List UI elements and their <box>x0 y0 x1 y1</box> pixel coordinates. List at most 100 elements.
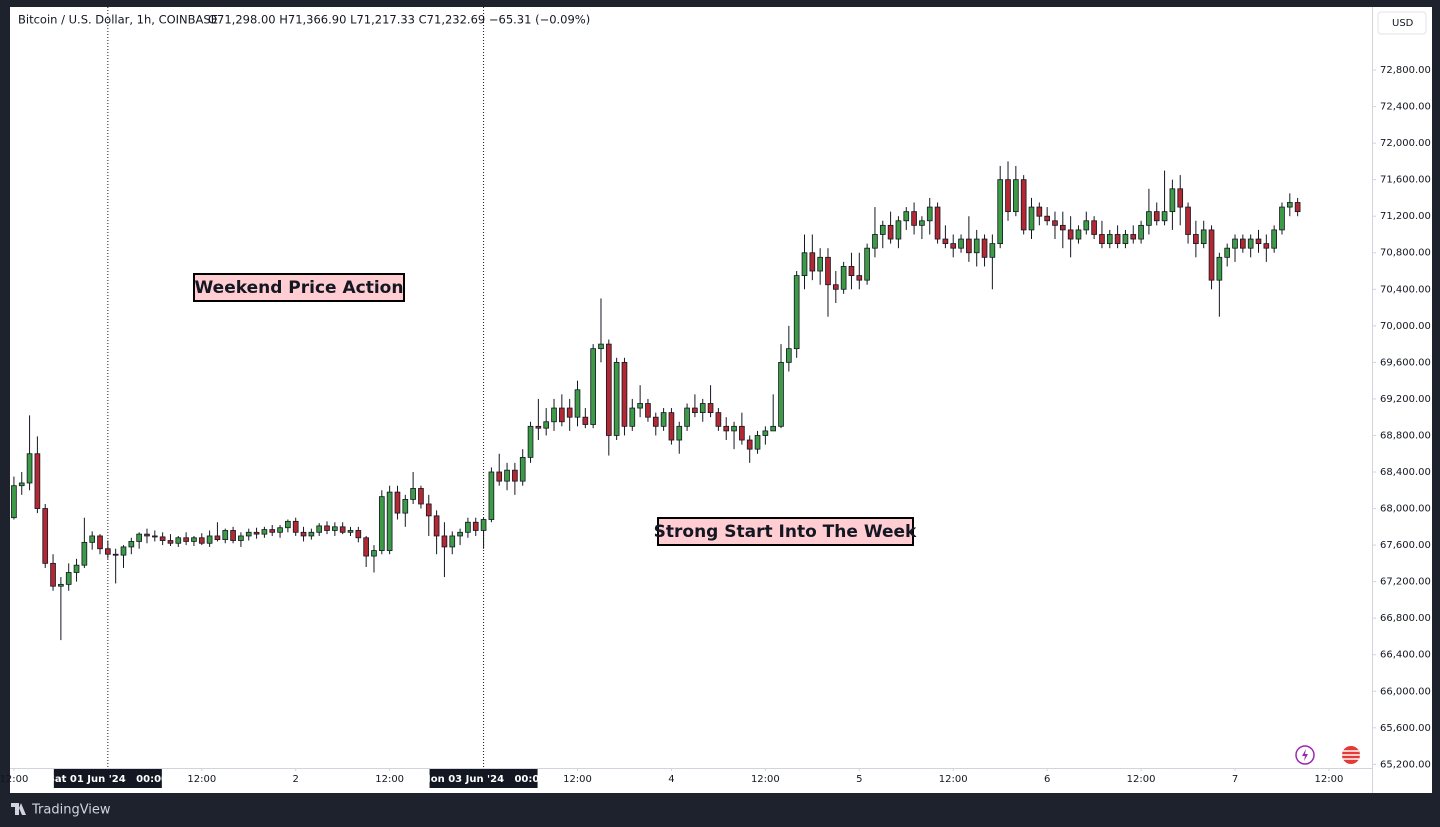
candle-body <box>1177 188 1184 208</box>
candle-body <box>519 456 526 482</box>
candle-body <box>1247 238 1254 249</box>
y-tick-label: 68,000.00 <box>1380 504 1431 515</box>
candle-body <box>1232 238 1238 249</box>
candle-body <box>300 531 307 537</box>
candle-body <box>480 519 487 531</box>
plot-area <box>11 7 1301 768</box>
candle-body <box>989 243 996 258</box>
candle-body <box>222 530 229 541</box>
candle-body <box>355 530 362 539</box>
candle-body <box>1200 229 1207 245</box>
candle-body <box>1146 211 1152 226</box>
currency-button[interactable] <box>1377 11 1427 35</box>
candle-body <box>739 425 745 441</box>
y-tick-label: 66,400.00 <box>1380 650 1431 661</box>
x-tick-label: 12:00 <box>939 774 968 785</box>
candle-body <box>856 275 863 281</box>
candle-body <box>566 407 573 418</box>
candle-body <box>1044 215 1050 222</box>
candle-body <box>504 469 510 482</box>
candle-body <box>332 526 338 531</box>
candle-body <box>105 548 111 555</box>
candle-body <box>488 471 495 520</box>
x-tick-label: 12:00 <box>751 774 780 785</box>
candle-body <box>926 206 933 222</box>
candle-body <box>715 412 722 427</box>
candle-body <box>762 430 769 436</box>
candle-body <box>339 526 346 533</box>
annotation-text[interactable]: Weekend Price Action <box>195 278 404 298</box>
annotation-text[interactable]: Strong Start Into The Week <box>654 522 917 542</box>
candle-body <box>809 252 816 272</box>
candle-body <box>496 471 503 482</box>
candle-body <box>26 453 33 484</box>
candle-body <box>378 496 385 551</box>
candle-body <box>754 435 761 450</box>
x-tick-label: 12:00 <box>1127 774 1156 785</box>
candle-body <box>402 499 409 514</box>
candle-body <box>942 238 949 245</box>
y-tick-label: 67,200.00 <box>1380 577 1431 588</box>
candle-body <box>668 412 675 441</box>
annotation-box[interactable] <box>657 517 914 546</box>
x-tick-label: 2 <box>293 774 299 785</box>
candle-body <box>746 439 753 450</box>
candle-body <box>707 403 714 414</box>
candle-body <box>731 425 737 432</box>
candle-body <box>911 211 917 226</box>
candle-body <box>590 348 596 425</box>
candle-body <box>371 550 377 557</box>
candle-body <box>1138 224 1144 240</box>
candle-body <box>887 224 894 240</box>
candle-body <box>613 361 620 436</box>
symbol-title: Bitcoin / U.S. Dollar, 1h, COINBASE <box>18 13 218 27</box>
y-tick-label: 70,800.00 <box>1380 248 1431 259</box>
candle-body <box>253 531 260 535</box>
lightning-glyph <box>1302 749 1308 761</box>
candle-body <box>1114 234 1121 245</box>
candle-body <box>1028 206 1035 231</box>
candle-body <box>825 256 831 286</box>
candle-body <box>347 530 354 533</box>
y-tick-label: 69,600.00 <box>1380 357 1431 368</box>
candle-body <box>58 583 64 587</box>
candle-body <box>832 284 839 290</box>
candle-body <box>1020 179 1027 231</box>
candle-body <box>895 220 902 240</box>
candle-body <box>433 515 440 537</box>
candle-body <box>1279 206 1285 231</box>
candle-body <box>128 541 135 548</box>
lightning-icon[interactable] <box>1295 745 1315 765</box>
y-tick-label: 72,400.00 <box>1380 102 1431 113</box>
y-tick-label: 71,600.00 <box>1380 175 1431 186</box>
x-tick-label: 12:00 <box>187 774 216 785</box>
candle-body <box>574 389 581 418</box>
x-tick-label: 5 <box>856 774 862 785</box>
candle-body <box>425 503 432 517</box>
candle-body <box>934 206 941 240</box>
candle-body <box>1216 256 1223 281</box>
candle-body <box>441 535 448 548</box>
candle-body <box>214 535 221 541</box>
candle-body <box>65 572 72 585</box>
candle-body <box>144 533 150 537</box>
candle-body <box>1224 247 1231 258</box>
chart-background <box>10 7 1432 793</box>
candle-body <box>1185 206 1191 235</box>
x-tick-label: 12:00 <box>375 774 404 785</box>
y-tick-label: 68,800.00 <box>1380 430 1431 441</box>
currency-label[interactable]: USD <box>1392 18 1414 29</box>
annotation-box[interactable] <box>193 273 405 302</box>
candle-body <box>1286 202 1293 208</box>
candle-body <box>879 224 886 235</box>
y-tick-label: 66,800.00 <box>1380 613 1431 624</box>
candle-body <box>629 407 636 427</box>
candle-body <box>1091 220 1097 235</box>
candle-body <box>1059 224 1066 231</box>
candle-body <box>1255 238 1262 245</box>
candle-body <box>308 531 315 537</box>
candle-body <box>950 243 957 249</box>
candle-body <box>73 564 80 573</box>
candle-body <box>621 361 628 427</box>
